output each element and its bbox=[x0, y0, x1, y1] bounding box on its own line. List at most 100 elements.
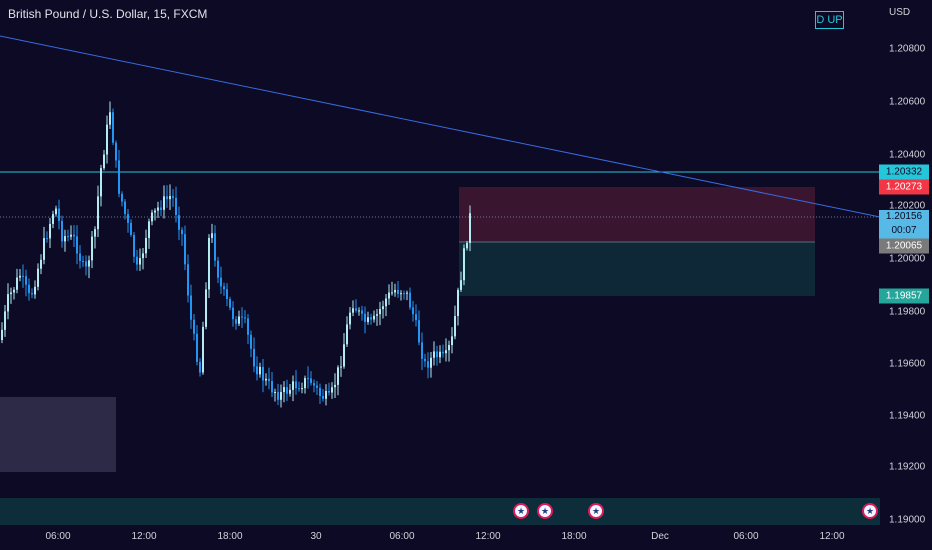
candle-body bbox=[340, 366, 342, 368]
candle-body bbox=[457, 289, 459, 317]
symbol-title[interactable]: British Pound / U.S. Dollar, 15, FXCM bbox=[8, 7, 208, 21]
candle-body bbox=[460, 280, 462, 290]
candle-body bbox=[196, 333, 198, 362]
candle-body bbox=[259, 366, 261, 375]
candle-body bbox=[133, 234, 135, 257]
candle-body bbox=[430, 357, 432, 368]
candle-body bbox=[316, 385, 318, 388]
candle-body bbox=[469, 213, 471, 243]
candle-body bbox=[307, 378, 309, 380]
candle-body bbox=[451, 336, 453, 346]
candle-body bbox=[61, 220, 63, 242]
candle-body bbox=[40, 259, 42, 269]
us-flag-icon[interactable]: ★ bbox=[862, 503, 878, 519]
candle-body bbox=[355, 308, 357, 311]
candle-body bbox=[76, 236, 78, 254]
candle-body bbox=[94, 229, 96, 237]
candle-body bbox=[10, 292, 12, 295]
candle-body bbox=[289, 389, 291, 394]
candle-body bbox=[361, 310, 363, 314]
candle-body bbox=[373, 315, 375, 320]
candle-body bbox=[112, 112, 114, 143]
candle-body bbox=[85, 261, 87, 267]
candle-body bbox=[301, 388, 303, 390]
indicator-badge[interactable]: D UP bbox=[815, 11, 844, 29]
candle-body bbox=[310, 378, 312, 384]
us-flag-icon[interactable]: ★ bbox=[513, 503, 529, 519]
candle-body bbox=[436, 351, 438, 358]
candle-body bbox=[220, 277, 222, 287]
candle-body bbox=[4, 311, 6, 330]
candle-body bbox=[250, 334, 252, 349]
candle-body bbox=[406, 292, 408, 294]
candle-body bbox=[271, 381, 273, 393]
candle-body bbox=[172, 196, 174, 198]
candle-body bbox=[157, 207, 159, 211]
candle-body bbox=[73, 234, 75, 237]
candle-body bbox=[166, 196, 168, 200]
candle-body bbox=[274, 392, 276, 394]
take-profit-zone[interactable] bbox=[459, 242, 815, 296]
candle-body bbox=[349, 312, 351, 325]
candle-body bbox=[109, 112, 111, 125]
candle-body bbox=[295, 381, 297, 389]
candle-body bbox=[421, 342, 423, 359]
candle-body bbox=[67, 236, 69, 238]
candle-body bbox=[223, 286, 225, 290]
time-tick: 06:00 bbox=[733, 531, 759, 542]
candle-body bbox=[427, 361, 429, 368]
price-tick: 1.20200 bbox=[889, 200, 926, 212]
resistance-price-label: 1.20332 bbox=[879, 164, 929, 180]
candle-body bbox=[466, 242, 468, 249]
trend-line[interactable] bbox=[0, 35, 881, 218]
candle-body bbox=[367, 317, 369, 322]
candle-body bbox=[442, 351, 444, 354]
candle-body bbox=[163, 196, 165, 210]
candle-body bbox=[352, 308, 354, 313]
candle-body bbox=[190, 295, 192, 320]
candle-body bbox=[325, 391, 327, 399]
us-flag-icon[interactable]: ★ bbox=[537, 503, 553, 519]
candle-body bbox=[337, 367, 339, 385]
candle-body bbox=[268, 378, 270, 382]
candle-body bbox=[448, 345, 450, 351]
candle-body bbox=[1, 329, 3, 340]
candle-body bbox=[13, 289, 15, 293]
candle-body bbox=[265, 378, 267, 381]
candle-body bbox=[244, 317, 246, 319]
candle-body bbox=[286, 387, 288, 394]
currency-label[interactable]: USD bbox=[889, 7, 911, 18]
candle-body bbox=[70, 234, 72, 237]
candle-body bbox=[136, 256, 138, 265]
candle-body bbox=[424, 358, 426, 362]
price-tick: 1.19000 bbox=[889, 514, 926, 526]
candle-body bbox=[328, 391, 330, 393]
candle-body bbox=[103, 154, 105, 169]
candle-body bbox=[403, 293, 405, 295]
candle-body bbox=[247, 318, 249, 335]
candle-body bbox=[208, 237, 210, 290]
candle-body bbox=[79, 253, 81, 261]
candle-body bbox=[187, 264, 189, 296]
candle-body bbox=[82, 260, 84, 262]
candle-body bbox=[343, 344, 345, 367]
range-box[interactable] bbox=[0, 397, 116, 472]
us-flag-icon[interactable]: ★ bbox=[588, 503, 604, 519]
candle-body bbox=[160, 207, 162, 210]
candle-body bbox=[394, 289, 396, 293]
candle-body bbox=[184, 234, 186, 265]
candle-body bbox=[418, 320, 420, 343]
candle-body bbox=[199, 361, 201, 373]
stop-loss-zone[interactable] bbox=[459, 187, 815, 242]
candle-body bbox=[232, 307, 234, 320]
candle-body bbox=[415, 314, 417, 321]
price-tick: 1.19600 bbox=[889, 358, 926, 370]
candle-body bbox=[454, 316, 456, 337]
candle-body bbox=[7, 294, 9, 312]
current-price-label: 1.20156 00:07 bbox=[879, 210, 929, 239]
event-timeline-bar bbox=[0, 498, 880, 525]
candle-body bbox=[385, 298, 387, 307]
candle-body bbox=[346, 324, 348, 345]
candle-body bbox=[313, 383, 315, 386]
